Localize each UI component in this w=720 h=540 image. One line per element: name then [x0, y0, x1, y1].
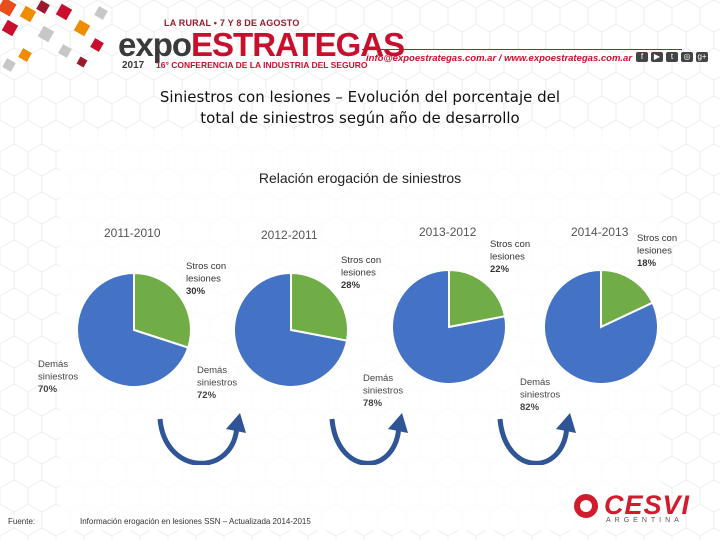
slice-label: 30%	[186, 286, 206, 297]
pie-slice	[448, 268, 507, 329]
pie-slice	[543, 268, 659, 385]
event-date: LA RURAL • 7 Y 8 DE AGOSTO	[164, 18, 300, 28]
pie-title: 2012-2011	[261, 228, 318, 242]
google-plus-icon[interactable]: g+	[696, 52, 708, 62]
slice-label: siniestros	[197, 378, 237, 389]
slice-label: 70%	[38, 384, 58, 395]
slice-label: Demás	[197, 365, 227, 376]
hexagon-pattern-icon	[0, 0, 108, 72]
curved-arrow-icon	[329, 418, 402, 465]
pie-slice	[290, 271, 349, 342]
title-line-2: total de siniestros según año de desarro…	[200, 109, 520, 127]
expoestrategas-logo[interactable]: LA RURAL • 7 Y 8 DE AGOSTO expoESTRATEGA…	[118, 18, 405, 74]
logo-year: 2017	[122, 60, 145, 71]
curved-arrow-icon	[497, 418, 570, 465]
slice-label: Stros con	[186, 261, 226, 272]
arrow-head-icon	[226, 413, 246, 433]
slice-label: siniestros	[38, 372, 78, 383]
slice-label: Demás	[520, 377, 550, 388]
cesvi-subtitle: ARGENTINA	[606, 517, 683, 524]
slice-label: lesiones	[637, 246, 672, 257]
logo-wordmark: expoESTRATEGAS	[118, 26, 405, 63]
instagram-icon[interactable]: ◎	[681, 52, 693, 62]
slice-label: 22%	[490, 264, 510, 275]
cesvi-logo: CESVI ARGENTINA	[574, 490, 714, 526]
pie-slice	[133, 271, 192, 349]
pie-slice	[391, 268, 507, 385]
slice-label: Stros con	[637, 233, 677, 244]
pie-slice	[76, 271, 190, 388]
slice-label: Stros con	[490, 239, 530, 250]
twitter-icon[interactable]: t	[666, 52, 678, 62]
slice-label: Stros con	[341, 255, 381, 266]
slice-label: lesiones	[186, 274, 221, 285]
arrow-head-icon	[388, 413, 408, 433]
pie-title: 2014-2013	[571, 225, 629, 239]
source-label: Fuente:	[8, 517, 36, 526]
source-text: Información erogación en lesiones SSN – …	[80, 517, 311, 526]
slice-label: 28%	[341, 280, 361, 291]
slice-label: Demás	[363, 373, 393, 384]
logo-estrategas-text: ESTRATEGAS	[191, 26, 405, 63]
contact-links[interactable]: info@expoestrategas.com.ar / www.expoest…	[366, 53, 633, 64]
slice-label: lesiones	[490, 252, 525, 263]
slice-label: Demás	[38, 359, 68, 370]
slice-label: siniestros	[363, 386, 403, 397]
pie-slice	[233, 271, 349, 388]
header-banner: LA RURAL • 7 Y 8 DE AGOSTO expoESTRATEGA…	[0, 0, 720, 80]
logo-expo-text: expo	[118, 26, 192, 63]
chart-subtitle: Relación erogación de siniestros	[258, 170, 462, 186]
youtube-icon[interactable]: ▶	[651, 52, 663, 62]
social-icons: f ▶ t ◎ g+	[636, 52, 708, 62]
pie-title: 2013-2012	[419, 225, 477, 239]
title-line-1: Siniestros con lesiones – Evolución del …	[159, 88, 561, 106]
slice-label: 72%	[197, 390, 217, 401]
pie-title: 2011-2010	[104, 226, 161, 240]
logo-conference: 16° CONFERENCIA DE LA INDUSTRIA DEL SEGU…	[156, 60, 368, 70]
slice-label: 78%	[363, 398, 383, 409]
contact-divider	[362, 49, 682, 66]
slice-label: 18%	[637, 258, 657, 269]
cesvi-mark-icon	[574, 494, 598, 518]
slice-label: siniestros	[520, 390, 560, 401]
curved-arrow-icon	[157, 418, 240, 465]
slice-label: 82%	[520, 402, 540, 413]
cesvi-name: CESVI	[604, 490, 691, 520]
slice-label: lesiones	[341, 268, 376, 279]
pie-slice	[600, 268, 654, 329]
arrow-head-icon	[556, 413, 576, 433]
facebook-icon[interactable]: f	[636, 52, 648, 62]
slide-title: Siniestros con lesiones – Evolución del …	[120, 87, 600, 129]
